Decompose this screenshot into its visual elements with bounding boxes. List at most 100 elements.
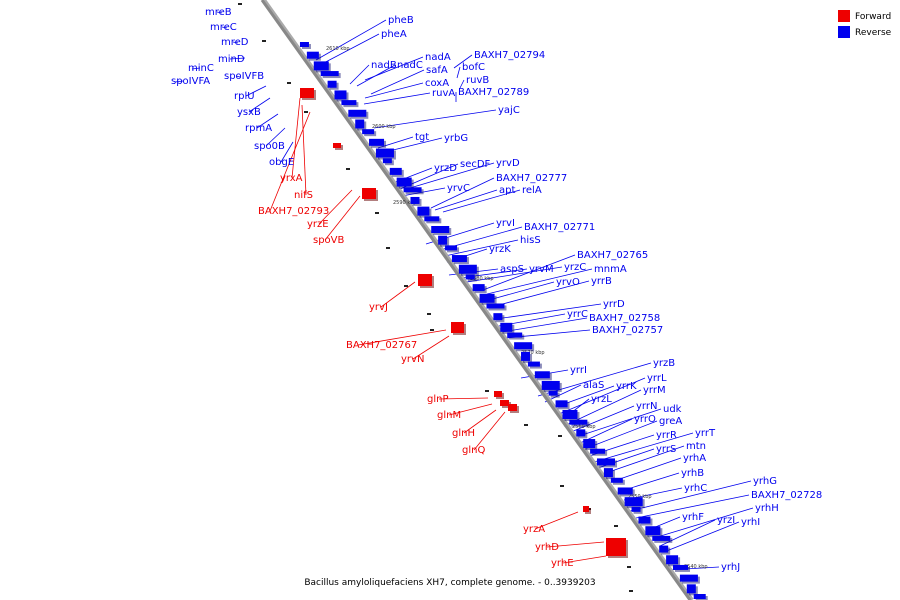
tick-label: 2540 kbp	[684, 564, 708, 570]
forward-gene	[333, 143, 341, 148]
gene-label-spo0b: spo0B	[254, 141, 285, 152]
callout-yrhg	[629, 480, 752, 512]
gene-labels: mreB mreC mreD minD minC spoIVFA spoIVFB rplU ys…	[171, 7, 822, 573]
tick-label: 2570 kbp	[521, 350, 545, 356]
callout-lines	[174, 11, 754, 571]
callout-mnma	[486, 268, 593, 295]
feature-marker	[404, 285, 408, 287]
gene-label-yrvm: yrvM	[529, 264, 554, 275]
reverse-gene	[348, 109, 367, 117]
forward-gene	[451, 322, 464, 333]
feature-marker	[614, 525, 618, 527]
gene-label-baxh7-02728: BAXH7_02728	[751, 490, 822, 501]
feature-marker	[427, 313, 431, 315]
callout-baxh7-02765	[482, 254, 576, 291]
callout-baxh7-02777	[430, 177, 495, 209]
reverse-gene	[313, 61, 329, 71]
reverse-gene	[569, 419, 588, 425]
gene-label-yrvo: yrvO	[556, 277, 580, 288]
callout-spoivfa	[174, 80, 184, 83]
callout-glnq	[473, 411, 506, 451]
callout-baxh7-02767	[357, 329, 447, 346]
callout-baxh7-02758	[501, 317, 588, 333]
gene-label-nada: nadA	[425, 52, 451, 63]
callout-yajc	[373, 109, 497, 129]
gene-label-baxh7-02789: BAXH7_02789	[458, 87, 529, 98]
gene-label-yrvc: yrvC	[447, 183, 470, 194]
gene-label-yrzl: yrzL	[591, 394, 612, 405]
callout-yrrn	[570, 405, 635, 433]
gene-label-bofc: bofC	[462, 62, 485, 73]
reverse-gene	[659, 545, 669, 553]
feature-marker	[238, 3, 242, 5]
gene-label-yrrt: yrrT	[695, 428, 716, 439]
gene-label-yrhj: yrhJ	[721, 562, 740, 573]
callout-spo0b	[265, 127, 286, 147]
legend-label-forward: Forward	[855, 12, 891, 22]
reverse-gene	[306, 51, 319, 59]
gene-label-yrhg: yrhG	[753, 476, 777, 487]
callout-yrvo	[488, 281, 555, 301]
legend-swatch-reverse	[838, 26, 850, 38]
genome-caption: Bacillus amyloliquefaciens XH7, complete…	[304, 578, 596, 588]
reverse-gene	[424, 216, 440, 222]
gene-label-yrrn: yrrN	[636, 401, 657, 412]
gene-label-mred: mreD	[221, 37, 249, 48]
callout-yrzc	[466, 266, 563, 283]
callout-tgt	[377, 136, 414, 149]
gene-label-glnq: glnQ	[462, 445, 485, 456]
reverse-gene	[389, 167, 402, 175]
callout-mrec	[221, 26, 228, 29]
gene-label-spoivfb: spoIVFB	[224, 71, 264, 82]
genome-axis	[260, 0, 694, 600]
callout-yrrl	[558, 377, 646, 415]
reverse-gene	[555, 400, 568, 408]
legend-label-reverse: Reverse	[855, 28, 892, 38]
gene-label-spovb: spoVB	[313, 235, 345, 246]
gene-label-yrrm: yrrM	[643, 385, 666, 396]
callout-spovb	[324, 195, 361, 241]
feature-marker	[560, 485, 564, 487]
gene-label-yrha: yrhA	[683, 453, 706, 464]
reverse-gene	[493, 313, 503, 321]
tick-label: 2590 kbp	[393, 200, 417, 206]
callout-yrhh	[653, 507, 754, 539]
feature-marker	[627, 566, 631, 568]
reverse-gene	[334, 90, 347, 100]
callout-yrvd	[409, 162, 495, 189]
gene-label-mreb: mreB	[205, 7, 232, 18]
gene-label-rela: relA	[522, 185, 542, 196]
gene-label-yrhd: yrhD	[535, 542, 559, 553]
reverse-gene	[362, 129, 375, 135]
gene-label-baxh7-02757: BAXH7_02757	[592, 325, 663, 336]
gene-label-mnma: mnmA	[594, 264, 627, 275]
callout-yrhi	[663, 521, 740, 553]
gene-label-glnh: glnH	[452, 428, 475, 439]
forward-gene	[418, 274, 432, 286]
gene-label-yrrb: yrrB	[591, 276, 612, 287]
axis-line	[260, 0, 692, 600]
gene-label-ysxb: ysxB	[237, 107, 261, 118]
gene-label-ruva: ruvA	[432, 88, 455, 99]
gene-features	[299, 42, 708, 600]
callout-mind	[229, 57, 246, 60]
callout-rela	[442, 189, 521, 213]
callout-yrza	[534, 511, 579, 530]
gene-label-yrvn: yrvN	[401, 354, 424, 365]
reverse-gene	[617, 487, 633, 495]
forward-gene	[494, 391, 502, 397]
reverse-gene	[597, 458, 616, 466]
reverse-gene	[534, 371, 550, 379]
reverse-gene	[445, 245, 458, 251]
reverse-gene	[472, 284, 485, 292]
callout-ruva	[363, 92, 431, 105]
reverse-gene	[693, 594, 706, 599]
reverse-gene	[451, 255, 467, 263]
reverse-gene	[514, 342, 533, 350]
gene-label-grea: greA	[659, 416, 682, 427]
reverse-gene	[500, 322, 513, 332]
callout-yrvn	[412, 335, 450, 360]
reverse-gene	[369, 138, 385, 146]
feature-marker	[262, 40, 266, 42]
feature-marker	[386, 247, 390, 249]
